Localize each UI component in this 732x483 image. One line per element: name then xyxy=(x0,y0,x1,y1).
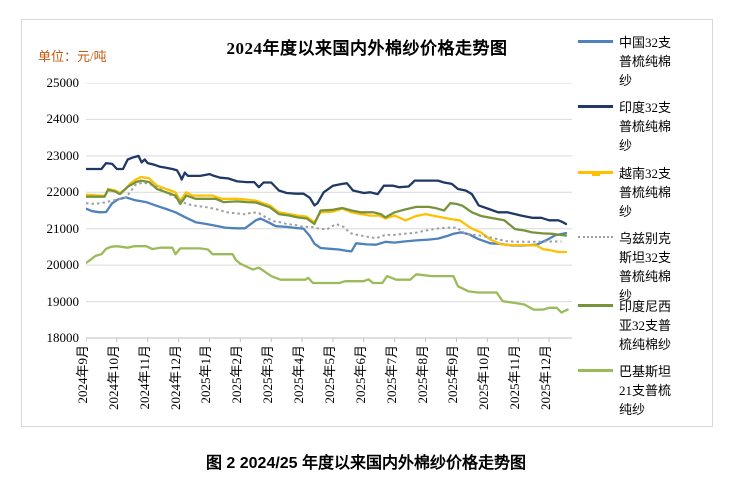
legend-label: 印度32支普梳纯棉纱 xyxy=(619,98,677,155)
x-tick-label: 2025年6月 xyxy=(352,345,368,404)
y-tick-label: 22000 xyxy=(46,184,80,200)
legend-label-line: 梳纯棉纱 xyxy=(619,337,672,352)
legend-label-line: 乌兹别克 xyxy=(619,231,672,246)
x-tick-label: 2024年12月 xyxy=(167,345,183,411)
legend-label-line: 普梳纯棉 xyxy=(619,269,672,284)
x-tick-label: 2024年10月 xyxy=(105,345,121,411)
legend-label-line: 普梳纯棉 xyxy=(619,54,672,69)
legend-line-swatch xyxy=(578,40,613,43)
legend-line-swatch xyxy=(578,236,613,238)
series-line xyxy=(86,245,569,314)
legend-line-swatch xyxy=(578,105,613,108)
unit-label: 单位：元/吨 xyxy=(38,49,107,64)
x-tick-label: 2025年3月 xyxy=(260,345,276,404)
legend-marker xyxy=(592,172,600,176)
chart-panel: 2024年度以来国内外棉纱价格走势图 单位：元/吨 25000 24000 2300… xyxy=(21,19,713,427)
x-tick-label: 2025年1月 xyxy=(198,345,214,404)
x-tick-label: 2025年5月 xyxy=(321,345,337,404)
x-tick-label: 2025年9月 xyxy=(445,345,461,404)
series-line xyxy=(86,196,568,253)
x-tick-label: 2024年9月 xyxy=(75,345,90,404)
series-line xyxy=(86,154,568,226)
legend-label-line: 普梳纯棉 xyxy=(619,119,672,134)
legend-line-swatch xyxy=(578,304,613,307)
legend-label-line: 21支普梳 xyxy=(619,383,672,398)
legend-label-line: 纱 xyxy=(619,204,633,219)
y-tick-label: 24000 xyxy=(46,111,80,127)
legend-label-line: 普梳纯棉 xyxy=(619,185,672,200)
x-tick-label: 2025年7月 xyxy=(383,345,399,404)
legend-label: 印度尼西亚32支普梳纯棉纱 xyxy=(619,297,677,354)
x-tick-label: 2025年12月 xyxy=(538,345,554,411)
x-tick-label: 2024年11月 xyxy=(136,345,152,410)
legend-label-line: 纱 xyxy=(619,288,633,303)
legend-label-line: 印度32支 xyxy=(619,100,672,115)
legend-label-line: 越南32支 xyxy=(619,166,672,181)
legend-line-swatch xyxy=(578,369,613,372)
legend-label-line: 中国32支 xyxy=(619,35,672,50)
y-tick-label: 18000 xyxy=(46,330,80,345)
legend-label-line: 纱 xyxy=(619,73,633,88)
y-tick-label: 23000 xyxy=(46,147,80,163)
y-tick-label: 25000 xyxy=(46,75,80,90)
plot-area xyxy=(86,83,572,342)
legend-label: 巴基斯坦 21支普梳纯纱 xyxy=(619,362,677,419)
legend-label: 中国32支普梳纯棉纱 xyxy=(619,33,677,90)
legend-label-line: 印度尼西 xyxy=(619,299,672,314)
series-line xyxy=(86,179,568,237)
chart-title: 2024年度以来国内外棉纱价格走势图 xyxy=(226,39,508,58)
y-tick-label: 21000 xyxy=(46,220,80,236)
y-tick-label: 19000 xyxy=(46,293,80,309)
legend-label-line: 斯坦32支 xyxy=(619,250,672,265)
figure-caption: 图 2 2024/25 年度以来国内外棉纱价格走势图 xyxy=(205,455,527,472)
legend-label-line: 纱 xyxy=(619,138,633,153)
x-tick-label: 2025年8月 xyxy=(414,345,430,404)
y-tick-label: 20000 xyxy=(46,257,80,273)
x-tick-label: 2025年10月 xyxy=(476,345,492,411)
legend-label: 越南32支普梳纯棉纱 xyxy=(619,164,677,221)
x-tick-label: 2025年4月 xyxy=(291,345,307,404)
legend-label-line: 纯纱 xyxy=(619,402,646,417)
x-tick-label: 2025年2月 xyxy=(229,345,245,404)
legend-label-line: 巴基斯坦 xyxy=(619,364,672,379)
legend-line-swatch xyxy=(578,171,613,176)
x-tick-label: 2025年11月 xyxy=(507,345,523,410)
legend-label: 乌兹别克斯坦32支普梳纯棉纱 xyxy=(619,229,677,305)
legend-label-line: 亚32支普 xyxy=(619,318,672,333)
